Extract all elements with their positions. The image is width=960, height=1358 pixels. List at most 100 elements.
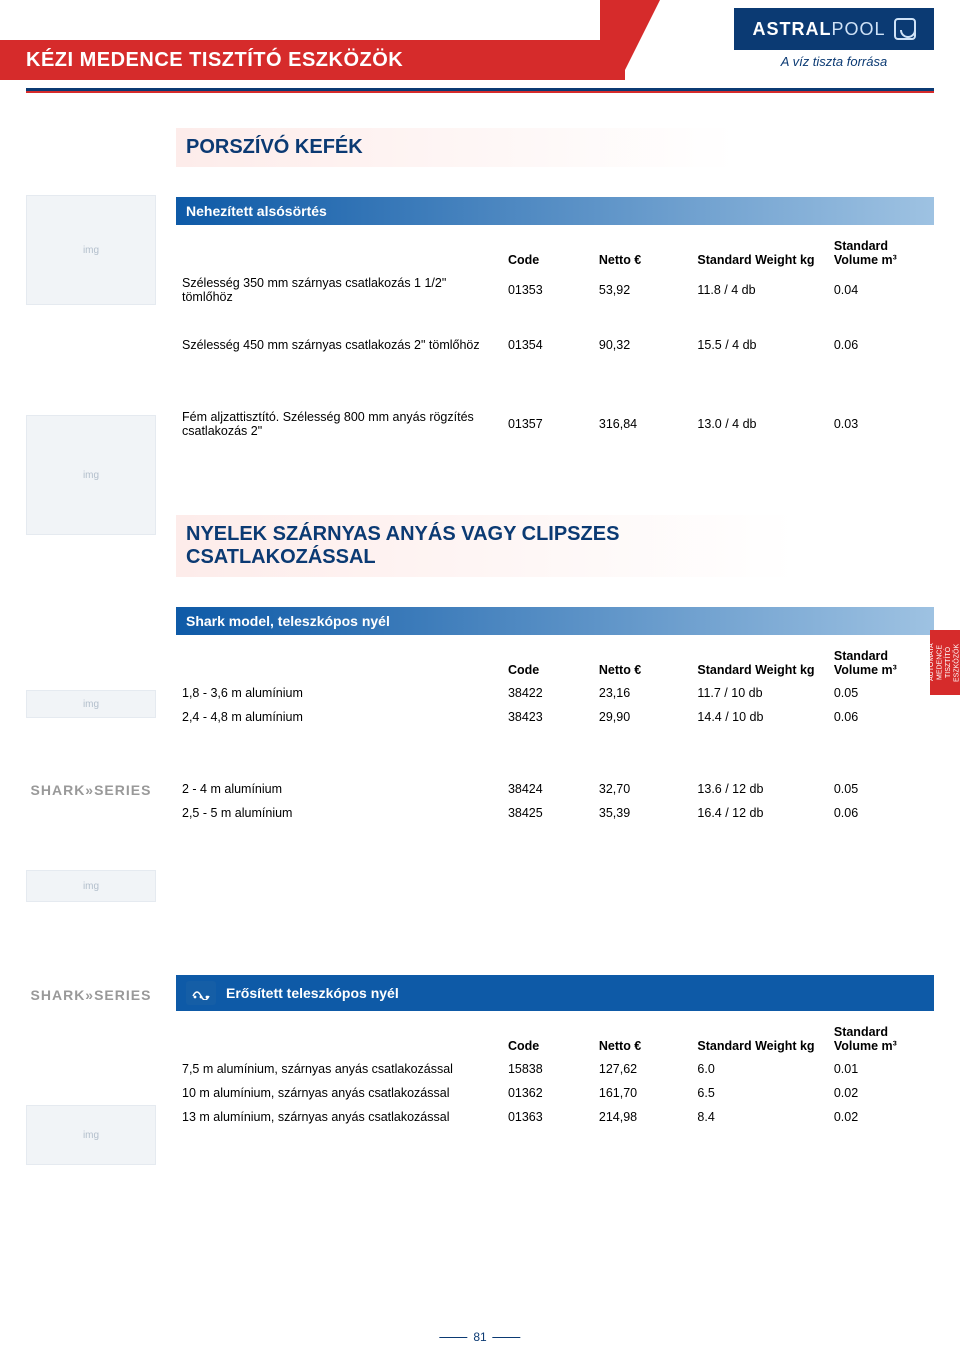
table-row: 2,5 - 5 m alumínium 38425 35,39 16.4 / 1… (176, 801, 934, 825)
cell-volume: 0.06 (828, 333, 934, 357)
subsection-bar: Nehezített alsósörtés (176, 197, 934, 225)
cell-volume: 0.05 (828, 681, 934, 705)
table-row: Szélesség 350 mm szárnyas csatlakozás 1 … (176, 271, 934, 309)
reinforced-icon (186, 981, 216, 1005)
cell-desc: Szélesség 350 mm szárnyas csatlakozás 1 … (176, 271, 502, 309)
table-row: 10 m alumínium, szárnyas anyás csatlakoz… (176, 1081, 934, 1105)
cell-volume: 0.04 (828, 271, 934, 309)
shark-series-logo: SHARK»SERIES (26, 770, 156, 810)
product-image: img (26, 870, 156, 902)
brand-tagline: A víz tiszta forrása (734, 54, 934, 69)
cell-netto: 53,92 (593, 271, 692, 309)
product-table: Code Netto € Standard Weight kg Standard… (176, 1017, 934, 1129)
product-image: img (26, 690, 156, 718)
cell-desc: 13 m alumínium, szárnyas anyás csatlakoz… (176, 1105, 502, 1129)
cell-code: 38422 (502, 681, 593, 705)
cell-weight: 6.0 (691, 1057, 827, 1081)
cell-netto: 316,84 (593, 405, 692, 443)
table-row: 13 m alumínium, szárnyas anyás csatlakoz… (176, 1105, 934, 1129)
cell-netto: 214,98 (593, 1105, 692, 1129)
cell-code: 01362 (502, 1081, 593, 1105)
cell-netto: 32,70 (593, 777, 692, 801)
cell-volume: 0.05 (828, 777, 934, 801)
cell-volume: 0.01 (828, 1057, 934, 1081)
col-header-netto: Netto € (593, 231, 692, 271)
brand-logo: ASTRALPOOL (734, 8, 934, 50)
cell-volume: 0.02 (828, 1081, 934, 1105)
cell-netto: 23,16 (593, 681, 692, 705)
cell-desc: 1,8 - 3,6 m alumínium (176, 681, 502, 705)
cell-weight: 14.4 / 10 db (691, 705, 827, 729)
brand-block: ASTRALPOOL A víz tiszta forrása (734, 8, 934, 69)
table-row: 2 - 4 m alumínium 38424 32,70 13.6 / 12 … (176, 777, 934, 801)
col-header-code: Code (502, 231, 593, 271)
category-title-wrap: PORSZÍVÓ KEFÉK (176, 128, 934, 167)
cell-desc: Szélesség 450 mm szárnyas csatlakozás 2"… (176, 333, 502, 357)
cell-code: 38425 (502, 801, 593, 825)
cell-code: 38424 (502, 777, 593, 801)
col-header-volume: Standard Volume m³ (828, 641, 934, 681)
cell-desc: 7,5 m alumínium, szárnyas anyás csatlako… (176, 1057, 502, 1081)
cell-weight: 13.6 / 12 db (691, 777, 827, 801)
cell-netto: 90,32 (593, 333, 692, 357)
table-header-row: Code Netto € Standard Weight kg Standard… (176, 1017, 934, 1057)
cell-volume: 0.06 (828, 705, 934, 729)
cell-weight: 15.5 / 4 db (691, 333, 827, 357)
category-title: NYELEK SZÁRNYAS ANYÁS VAGY CLIPSZES CSAT… (176, 515, 796, 577)
product-image: img (26, 1105, 156, 1165)
cell-weight: 11.8 / 4 db (691, 271, 827, 309)
table-row: 1,8 - 3,6 m alumínium 38422 23,16 11.7 /… (176, 681, 934, 705)
col-header-netto: Netto € (593, 1017, 692, 1057)
product-table: Code Netto € Standard Weight kg Standard… (176, 231, 934, 309)
cell-volume: 0.03 (828, 405, 934, 443)
cell-netto: 29,90 (593, 705, 692, 729)
table-header-row: Code Netto € Standard Weight kg Standard… (176, 641, 934, 681)
brand-name-b: POOL (831, 19, 885, 40)
cell-volume: 0.02 (828, 1105, 934, 1129)
cell-volume: 0.06 (828, 801, 934, 825)
col-header-volume: Standard Volume m³ (828, 1017, 934, 1057)
cell-netto: 127,62 (593, 1057, 692, 1081)
cell-desc: 2,4 - 4,8 m alumínium (176, 705, 502, 729)
cell-netto: 161,70 (593, 1081, 692, 1105)
product-image: img (26, 415, 156, 535)
table-row: 2,4 - 4,8 m alumínium 38423 29,90 14.4 /… (176, 705, 934, 729)
col-header-netto: Netto € (593, 641, 692, 681)
cell-code: 15838 (502, 1057, 593, 1081)
cell-desc: Fém aljzattisztító. Szélesség 800 mm any… (176, 405, 502, 443)
page-title-bar: KÉZI MEDENCE TISZTÍTÓ ESZKÖZÖK (0, 40, 625, 80)
side-tab: AUTOMATA MEDENCE TISZTÍTÓ ESZKÖZÖK (930, 630, 960, 695)
subsection-title: Erősített teleszkópos nyél (226, 985, 399, 1001)
cell-weight: 13.0 / 4 db (691, 405, 827, 443)
cell-weight: 8.4 (691, 1105, 827, 1129)
subsection-title: Nehezített alsósörtés (186, 203, 327, 219)
product-table: 2 - 4 m alumínium 38424 32,70 13.6 / 12 … (176, 777, 934, 825)
col-header-desc (176, 1017, 502, 1057)
subsection-title: Shark model, teleszkópos nyél (186, 613, 390, 629)
product-table: Fém aljzattisztító. Szélesség 800 mm any… (176, 405, 934, 443)
table-row: Fém aljzattisztító. Szélesség 800 mm any… (176, 405, 934, 443)
shark-series-logo: SHARK»SERIES (26, 975, 156, 1015)
category-title-wrap: NYELEK SZÁRNYAS ANYÁS VAGY CLIPSZES CSAT… (176, 515, 934, 577)
cell-netto: 35,39 (593, 801, 692, 825)
col-header-desc (176, 641, 502, 681)
page-title: KÉZI MEDENCE TISZTÍTÓ ESZKÖZÖK (26, 49, 403, 72)
cell-code: 01354 (502, 333, 593, 357)
subsection-bar: Erősített teleszkópos nyél (176, 975, 934, 1011)
col-header-weight: Standard Weight kg (691, 231, 827, 271)
col-header-weight: Standard Weight kg (691, 641, 827, 681)
page-number: 81 (433, 1330, 526, 1344)
product-table: Code Netto € Standard Weight kg Standard… (176, 641, 934, 729)
page-header: KÉZI MEDENCE TISZTÍTÓ ESZKÖZÖK ASTRALPOO… (0, 0, 960, 104)
cell-code: 01357 (502, 405, 593, 443)
col-header-code: Code (502, 1017, 593, 1057)
col-header-desc (176, 231, 502, 271)
header-rule (26, 88, 934, 93)
category-title: PORSZÍVÓ KEFÉK (176, 128, 736, 167)
cell-weight: 6.5 (691, 1081, 827, 1105)
table-row: Szélesség 450 mm szárnyas csatlakozás 2"… (176, 333, 934, 357)
cell-code: 01363 (502, 1105, 593, 1129)
product-image: img (26, 195, 156, 305)
cell-code: 38423 (502, 705, 593, 729)
col-header-volume: Standard Volume m³ (828, 231, 934, 271)
